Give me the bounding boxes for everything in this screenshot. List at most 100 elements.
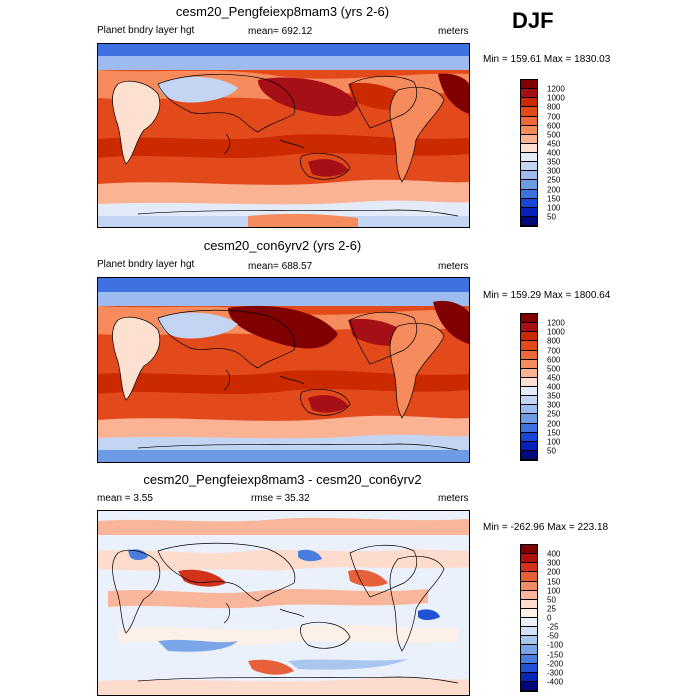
panel-3-units-label: meters	[438, 493, 469, 504]
colorbar-label: 350	[547, 157, 561, 167]
colorbar-label: 300	[547, 558, 561, 568]
colorbar-swatch	[521, 107, 537, 117]
colorbar-swatch	[521, 599, 537, 609]
colorbar-label: 100	[547, 586, 561, 596]
panel-3-map-plot	[98, 511, 469, 695]
colorbar-label: 50	[547, 212, 556, 222]
colorbar-swatch	[521, 387, 537, 397]
panel-3-title: cesm20_Pengfeiexp8mam3 - cesm20_con6yrv2	[143, 472, 422, 487]
panel-1-minmax: Min = 159.61 Max = 1830.03	[483, 54, 611, 65]
colorbar-swatch	[521, 654, 537, 664]
panel-1-map-plot	[98, 44, 469, 227]
colorbar-swatch	[521, 332, 537, 342]
colorbar-swatch	[521, 441, 537, 451]
panel-2-colorbar: 1200 1000 800 700 600 500 450 400 350 300 250 200 15…	[520, 313, 565, 461]
colorbar-label: 1200	[547, 84, 565, 94]
panel-1-colorbar: 1200 1000 800 700 600 500 450 400 350 300 250 200 15…	[520, 79, 565, 227]
panel-2-mean-label: mean= 688.57	[248, 261, 313, 272]
colorbar-label: 150	[547, 577, 561, 586]
colorbar-swatch	[521, 414, 537, 424]
colorbar-swatch	[521, 450, 537, 460]
panel-2-map-plot	[98, 278, 469, 462]
colorbar-label: 50	[547, 595, 556, 605]
colorbar-label: 800	[547, 336, 561, 346]
colorbar-label: -100	[547, 640, 564, 650]
colorbar-swatch	[521, 432, 537, 442]
colorbar-label: 300	[547, 400, 561, 410]
colorbar-swatch	[521, 545, 537, 555]
colorbar-label: 50	[547, 446, 556, 456]
colorbar-label: -300	[547, 668, 564, 678]
colorbar-label: -400	[547, 677, 564, 687]
colorbar-label: 200	[547, 419, 561, 428]
colorbar-label: -25	[547, 622, 559, 632]
panel-3-minmax: Min = -262.96 Max = 223.18	[483, 522, 609, 533]
colorbar-swatch	[521, 180, 537, 190]
panel-2-minmax: Min = 159.29 Max = 1800.64	[483, 290, 611, 301]
colorbar-swatch	[521, 423, 537, 433]
colorbar-label: 25	[547, 604, 556, 614]
colorbar-label: 450	[547, 373, 561, 383]
colorbar-swatch	[521, 323, 537, 333]
colorbar-swatch	[521, 162, 537, 172]
colorbar-label: 400	[547, 382, 561, 392]
colorbar-label: 0	[547, 613, 552, 623]
panel-1-mean-label: mean= 692.12	[248, 26, 313, 37]
colorbar-label: 100	[547, 437, 561, 447]
colorbar-swatch	[521, 80, 537, 90]
colorbar-swatch	[521, 134, 537, 144]
colorbar-swatch	[521, 198, 537, 208]
colorbar-swatch	[521, 153, 537, 163]
colorbar-label: 700	[547, 112, 561, 121]
colorbar-swatch	[521, 405, 537, 415]
colorbar-label: 150	[547, 194, 561, 204]
colorbar-swatch	[521, 359, 537, 369]
colorbar-swatch	[521, 216, 537, 226]
colorbar-swatch	[521, 350, 537, 360]
colorbar-swatch	[521, 98, 537, 108]
colorbar-swatch	[521, 125, 537, 135]
colorbar-swatch	[521, 581, 537, 591]
colorbar-label: 350	[547, 391, 561, 401]
colorbar-label: 500	[547, 364, 561, 374]
panel-2-units-label: meters	[438, 261, 469, 272]
colorbar-swatch	[521, 368, 537, 378]
colorbar-label: 600	[547, 121, 561, 131]
colorbar-swatch	[521, 681, 537, 691]
panel-3-rmse-label: rmse = 35.32	[251, 493, 310, 504]
colorbar-swatch	[521, 563, 537, 573]
colorbar-label: 200	[547, 567, 561, 577]
panel-1-left-label: Planet bndry layer hgt	[97, 25, 195, 36]
colorbar-swatch	[521, 171, 537, 181]
colorbar-swatch	[521, 314, 537, 324]
panel-3-mean-label: mean = 3.55	[97, 493, 153, 504]
colorbar-swatch	[521, 572, 537, 582]
colorbar-label: -150	[547, 650, 564, 659]
colorbar-swatch	[521, 627, 537, 637]
colorbar-swatch	[521, 645, 537, 655]
colorbar-label: -50	[547, 631, 559, 641]
colorbar-label: 500	[547, 130, 561, 140]
panel-1-units-label: meters	[438, 26, 469, 37]
colorbar-label: 450	[547, 139, 561, 149]
colorbar-swatch	[521, 554, 537, 564]
colorbar-label: -200	[547, 659, 564, 669]
colorbar-swatch	[521, 377, 537, 387]
colorbar-label: 800	[547, 102, 561, 112]
colorbar-swatch	[521, 618, 537, 628]
panel-2-title: cesm20_con6yrv2 (yrs 2-6)	[203, 238, 362, 253]
colorbar-swatch	[521, 143, 537, 153]
colorbar-swatch	[521, 116, 537, 126]
colorbar-label: 1000	[547, 327, 565, 337]
colorbar-label: 150	[547, 428, 561, 438]
colorbar-swatch	[521, 636, 537, 646]
panel-3-map	[97, 510, 470, 696]
colorbar-swatch	[521, 663, 537, 673]
colorbar-label: 1000	[547, 93, 565, 103]
panel-2-left-label: Planet bndry layer hgt	[97, 259, 195, 270]
season-label: DJF	[512, 8, 554, 33]
colorbar-label: 300	[547, 166, 561, 176]
colorbar-label: 200	[547, 185, 561, 194]
panel-3-colorbar: 400 300 200 150 100 50 25 0 -25 -50 -100 -150 -200 -3…	[520, 544, 563, 692]
colorbar-swatch	[521, 189, 537, 199]
